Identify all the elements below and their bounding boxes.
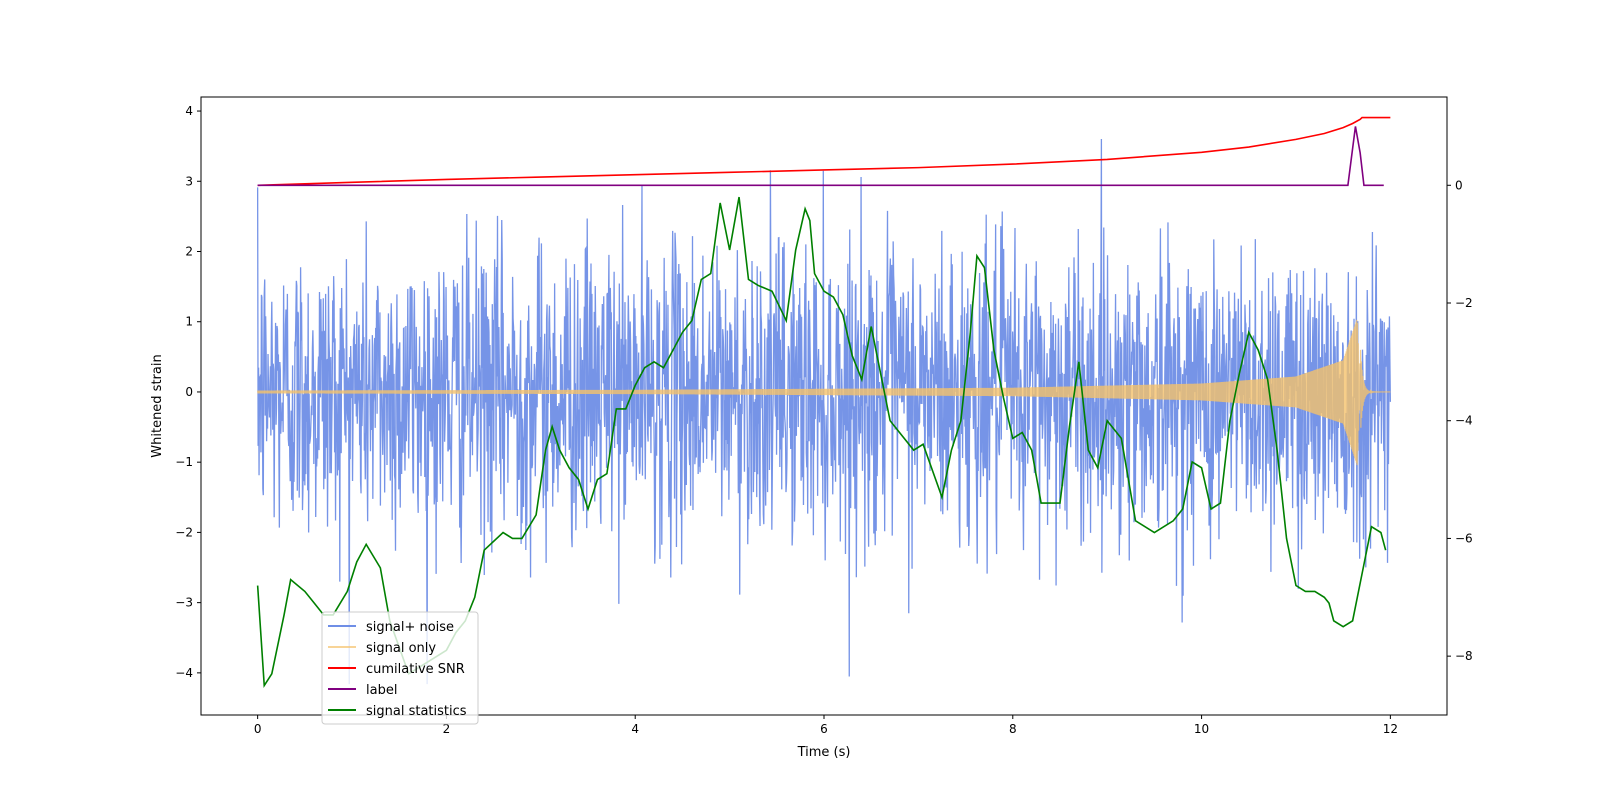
y-right-tick-label: −6: [1455, 531, 1473, 545]
y-tick-label: 4: [185, 104, 193, 118]
y-tick-label: −3: [175, 596, 193, 610]
y-tick-label: −1: [175, 455, 193, 469]
legend-label-signal-statistics: signal statistics: [366, 704, 467, 719]
series-line-label: [257, 126, 1384, 187]
legend: signal+ noise signal only cumilative SNR la…: [321, 611, 479, 725]
y-tick-label: 0: [185, 385, 193, 399]
y-right-tick-label: −2: [1455, 296, 1473, 310]
x-axis-label: Time (s): [797, 745, 851, 760]
legend-label-signal-only: signal only: [366, 641, 436, 656]
y-right-tick-label: −4: [1455, 414, 1473, 428]
x-tick-label: 6: [820, 722, 828, 736]
x-tick-label: 2: [443, 722, 451, 736]
y-tick-label: 1: [185, 315, 193, 329]
x-tick-label: 4: [631, 722, 639, 736]
y-tick-label: −4: [175, 666, 193, 680]
x-tick-label: 8: [1009, 722, 1017, 736]
series-line-signal-only: [257, 319, 1391, 466]
series-line-cumilative-snr: [257, 116, 1391, 187]
series-layer: [256, 116, 1392, 689]
x-tick-label: 12: [1383, 722, 1398, 736]
series-line-signal-noise: [256, 139, 1392, 685]
y-tick-label: −2: [175, 525, 193, 539]
legend-box: [321, 611, 479, 725]
legend-label-label: label: [366, 683, 397, 698]
legend-label-signal-noise: signal+ noise: [366, 620, 454, 635]
x-tick-label: 10: [1194, 722, 1209, 736]
x-tick-label: 0: [254, 722, 262, 736]
y-tick-label: 3: [185, 174, 193, 188]
legend-label-cumilative-snr: cumilative SNR: [366, 662, 465, 677]
y-tick-label: 2: [185, 245, 193, 259]
y-right-tick-label: 0: [1455, 178, 1463, 192]
y-right-tick-label: −8: [1455, 649, 1473, 663]
y-axis-label: Whitened strain: [150, 354, 165, 457]
